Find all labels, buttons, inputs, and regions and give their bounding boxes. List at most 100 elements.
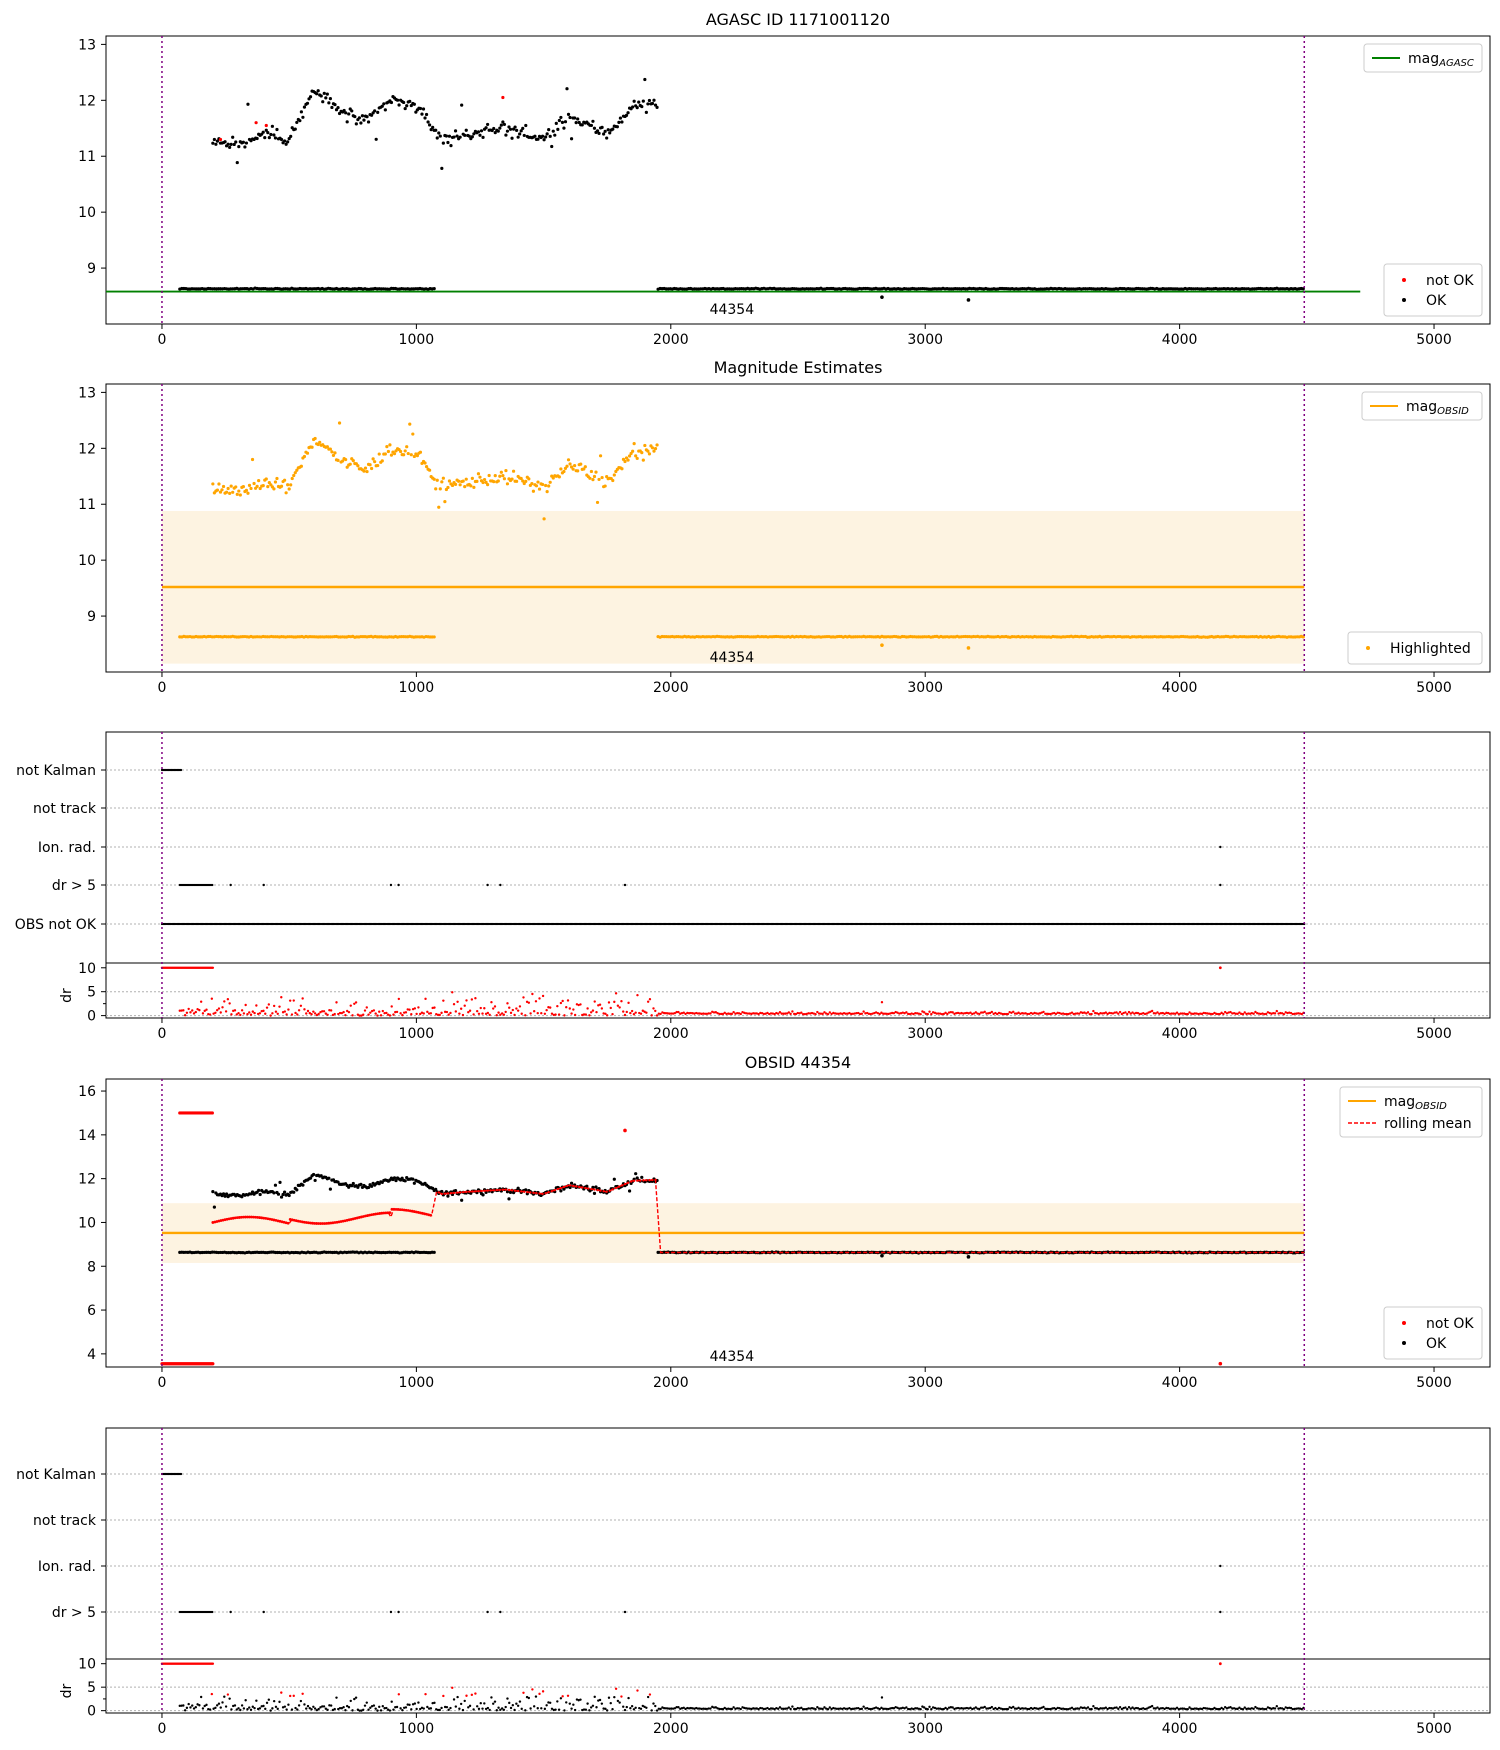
data-point-upper xyxy=(478,475,482,479)
dr-point xyxy=(573,1708,577,1712)
dr-point xyxy=(657,1012,661,1015)
dr-point xyxy=(354,1696,358,1699)
x-tick-label: 1000 xyxy=(399,1375,435,1391)
dr-point xyxy=(385,1011,388,1015)
data-point-upper xyxy=(255,136,259,141)
y-tick-label: 10 xyxy=(78,961,96,977)
dr-point xyxy=(344,1709,347,1712)
dr-point xyxy=(582,1013,586,1016)
data-point-upper xyxy=(418,106,423,111)
dr-point xyxy=(735,1707,739,1710)
dr-point xyxy=(1085,1707,1088,1710)
data-point-upper xyxy=(531,489,536,493)
dr-point xyxy=(1174,1012,1177,1015)
dr-point xyxy=(280,1691,283,1694)
dr-point xyxy=(194,1010,198,1014)
data-point-upper xyxy=(412,102,416,106)
dr-point xyxy=(757,1707,760,1711)
dr-point xyxy=(944,1011,947,1015)
dr-point xyxy=(1081,1706,1084,1710)
rolling-mean-point xyxy=(559,1186,563,1190)
dr-point xyxy=(240,1009,244,1012)
data-point-upper xyxy=(218,490,223,494)
dr-point xyxy=(475,1705,479,1708)
dr-point xyxy=(340,1011,344,1015)
dr-point xyxy=(662,1011,666,1015)
dr-point xyxy=(616,1004,620,1007)
dr-point xyxy=(1015,1707,1018,1710)
dr-point xyxy=(481,1707,484,1710)
dr-point xyxy=(383,1707,386,1710)
data-point-upper xyxy=(618,116,623,120)
dr-point xyxy=(198,1008,201,1012)
dr-point xyxy=(570,1707,573,1710)
dr-point xyxy=(732,1706,735,1709)
dr-point xyxy=(242,1012,246,1015)
rolling-mean-point xyxy=(311,1221,314,1225)
data-point-upper xyxy=(486,122,490,127)
data-point-upper xyxy=(281,1192,285,1197)
dr-point xyxy=(687,1012,691,1015)
rolling-mean-point xyxy=(544,1192,547,1195)
data-point-upper xyxy=(356,1185,360,1189)
flag-point-dr xyxy=(499,883,502,887)
dr-point xyxy=(867,1707,871,1711)
dr-point xyxy=(1077,1012,1081,1015)
dr-point xyxy=(675,1706,678,1709)
data-point-upper xyxy=(228,491,232,495)
x-tick-label: 3000 xyxy=(907,1026,943,1042)
dr-point xyxy=(723,1011,726,1015)
dr-point xyxy=(684,1707,687,1711)
data-point-upper xyxy=(360,114,365,118)
dr-point xyxy=(851,1707,855,1711)
dr-point xyxy=(654,1009,657,1013)
dr-point xyxy=(978,1707,981,1711)
dr-point xyxy=(443,1010,447,1014)
data-point-upper xyxy=(476,130,481,134)
data-point-upper xyxy=(513,125,517,129)
dr-point xyxy=(516,1704,520,1707)
data-point-upper xyxy=(273,480,278,484)
data-point-upper xyxy=(290,476,294,481)
dr-point xyxy=(922,1706,926,1709)
dr-point xyxy=(388,1014,392,1017)
dr-point xyxy=(493,1005,497,1008)
dr-point xyxy=(928,1010,931,1013)
rolling-mean-point xyxy=(574,1185,578,1188)
dr-point xyxy=(664,1707,668,1710)
data-point-upper xyxy=(516,135,520,139)
dr-point xyxy=(563,1014,566,1017)
rolling-mean-point xyxy=(319,1222,323,1225)
dr-point xyxy=(705,1707,709,1711)
dr-point xyxy=(477,1707,481,1711)
dr-point xyxy=(447,1708,450,1711)
dr-point xyxy=(431,1701,434,1705)
dr-axis-label: dr xyxy=(59,988,75,1003)
dr-point xyxy=(215,1009,219,1012)
dr-point xyxy=(784,1707,787,1710)
dr-point xyxy=(857,1706,860,1710)
data-point-base xyxy=(432,286,436,291)
dr-point xyxy=(645,1011,648,1014)
data-point-upper xyxy=(438,134,442,138)
dr-point xyxy=(584,1708,588,1711)
dr-point xyxy=(1028,1707,1031,1711)
data-point-upper xyxy=(551,129,555,133)
rolling-mean-point xyxy=(498,1188,502,1192)
data-point-upper xyxy=(434,1187,438,1191)
dr-point xyxy=(942,1707,945,1711)
dr-point xyxy=(659,1707,662,1711)
dr-point xyxy=(814,1708,817,1711)
rolling-mean-point xyxy=(317,1222,321,1225)
dr-point xyxy=(987,1707,990,1710)
data-point-upper xyxy=(330,105,334,110)
dr-point xyxy=(410,1708,413,1711)
dr-point xyxy=(1234,1012,1238,1015)
data-point-upper xyxy=(597,477,601,482)
dr-point xyxy=(926,1707,929,1711)
data-point-upper xyxy=(336,458,340,462)
flag-point-ion-rad xyxy=(1219,1564,1222,1568)
data-point-upper xyxy=(612,1177,616,1181)
data-point-upper xyxy=(423,116,427,120)
dr-point xyxy=(1127,1706,1131,1709)
